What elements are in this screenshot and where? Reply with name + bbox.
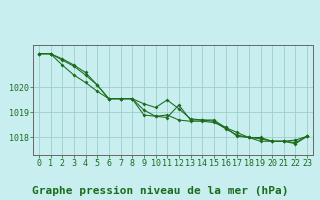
Text: Graphe pression niveau de la mer (hPa): Graphe pression niveau de la mer (hPa)	[32, 186, 288, 196]
